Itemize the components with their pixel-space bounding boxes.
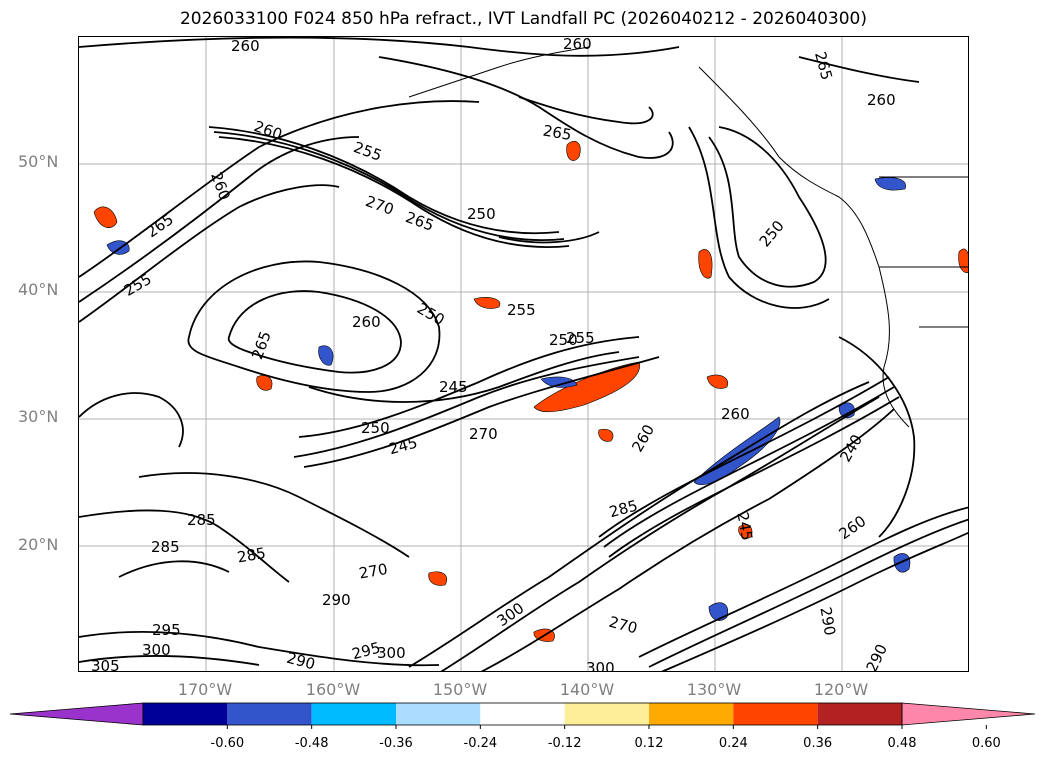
colorbar-tick-label: -0.48: [294, 736, 329, 751]
lat-label-50n: 50°N: [18, 152, 59, 171]
lon-label-160w: 160°W: [305, 680, 361, 699]
contour-label: 270: [607, 613, 639, 638]
contour-label: 285: [151, 538, 180, 556]
contour-label: 260: [563, 37, 592, 53]
contour-label: 250: [756, 217, 788, 251]
graticule: [79, 37, 968, 671]
contour-label: 300: [377, 644, 406, 662]
contour-label: 265: [542, 121, 573, 144]
contour-label: 290: [863, 641, 891, 672]
contour-label: 245: [439, 378, 468, 396]
colorbar: [9, 702, 1036, 729]
contour-label: 295: [152, 621, 181, 639]
contour-label: 255: [566, 329, 595, 347]
colorbar-tick-label: 0.48: [887, 736, 917, 751]
colorbar-segment: [396, 703, 481, 725]
contour-label: 270: [358, 560, 389, 583]
colorbar-segment: [649, 703, 734, 725]
contour-label: 300: [142, 641, 171, 659]
contour-label: 260: [231, 37, 260, 55]
contour-label: 265: [248, 329, 275, 362]
contour-label: 300: [494, 599, 528, 630]
contour-label: 250: [414, 299, 448, 329]
fill-patches: [93, 141, 968, 642]
colorbar-segment: [733, 703, 818, 725]
colorbar-tick-label: 0.24: [718, 736, 748, 751]
colorbar-tick-label: 0.36: [803, 736, 833, 751]
colorbar-outline: [142, 702, 903, 726]
contour-label: 270: [363, 192, 396, 219]
colorbar-extend-high: [901, 702, 1036, 726]
contour-label: 305: [91, 657, 120, 672]
map-title: 2026033100 F024 850 hPa refract., IVT La…: [179, 9, 867, 29]
lon-label-150w: 150°W: [432, 680, 488, 699]
contour-label: 285: [187, 511, 216, 529]
contour-label: 285: [236, 544, 267, 567]
colorbar-segment: [311, 703, 396, 725]
contour-label: 270: [469, 425, 498, 443]
contour-label: 290: [285, 649, 317, 672]
colorbar-segment: [227, 703, 312, 725]
lon-label-140w: 140°W: [559, 680, 615, 699]
lon-label-120w: 120°W: [813, 680, 869, 699]
contour-label: 260: [628, 421, 658, 455]
colorbar-segment: [143, 703, 228, 725]
colorbar-tick-label: -0.36: [379, 736, 413, 751]
colorbar-segment: [480, 703, 565, 725]
contour-label: 260: [252, 117, 285, 144]
contour-lines: [79, 37, 968, 671]
colorbar-segment: [817, 703, 902, 725]
contour-label: 290: [322, 591, 351, 609]
map-panel: 260 260 265 260 255 270 265 250 265 255 …: [78, 36, 969, 672]
colorbar-tick-label: 0.12: [634, 736, 664, 751]
lat-label-20n: 20°N: [18, 535, 59, 554]
colorbar-extend-low: [9, 702, 144, 726]
lon-label-170w: 170°W: [177, 680, 233, 699]
contour-label: 250: [361, 419, 390, 437]
contour-label: 245: [733, 511, 756, 542]
map-canvas: 260 260 265 260 255 270 265 250 265 255 …: [79, 37, 968, 672]
lat-label-30n: 30°N: [18, 407, 59, 426]
colorbar-tick-label: 0.60: [971, 736, 1001, 751]
contour-label: 260: [867, 91, 896, 109]
contour-label: 255: [507, 301, 536, 319]
lat-label-40n: 40°N: [18, 280, 59, 299]
colorbar-segment: [564, 703, 649, 725]
lon-label-130w: 130°W: [686, 680, 742, 699]
contour-label: 255: [121, 270, 155, 300]
contour-label: 300: [586, 659, 615, 672]
colorbar-tick-label: -0.24: [463, 736, 498, 751]
contour-label: 250: [549, 331, 578, 349]
contour-label: 250: [467, 205, 496, 223]
contour-label: 290: [816, 606, 839, 637]
colorbar-tick-label: -0.12: [547, 736, 582, 751]
contour-label: 255: [351, 138, 384, 165]
contour-label: 260: [721, 405, 750, 423]
contour-label: 245: [387, 433, 419, 458]
coastline: [408, 46, 968, 428]
contour-label: 260: [836, 512, 870, 543]
contour-label: 265: [811, 50, 836, 82]
contour-label: 260: [207, 170, 234, 203]
colorbar-tick-label: -0.60: [210, 736, 245, 751]
contour-label-text: 260 260 265 260 255 270 265 250 265 255 …: [91, 37, 896, 672]
contour-label: 260: [352, 313, 381, 331]
